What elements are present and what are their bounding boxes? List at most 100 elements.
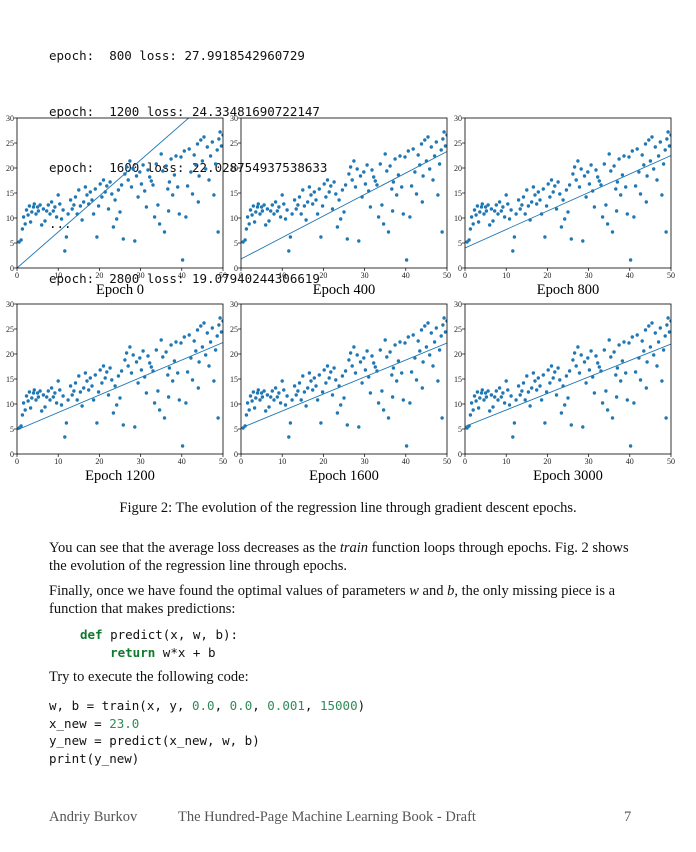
scatter-point (159, 338, 163, 342)
scatter-point (327, 190, 331, 194)
scatter-point (640, 153, 644, 157)
scatter-point (215, 148, 219, 152)
scatter-point (108, 180, 112, 184)
scatter-point (146, 354, 150, 358)
scatter-point (288, 421, 293, 425)
scatter-point (345, 237, 349, 241)
scatter-point (644, 200, 648, 204)
scatter-point (362, 170, 366, 174)
scatter-point (642, 349, 646, 353)
scatter-point (612, 350, 616, 354)
scatter-point (197, 174, 201, 178)
scatter-point (363, 182, 368, 186)
scatter-point (625, 212, 629, 216)
scatter-point (205, 331, 209, 335)
scatter-point (250, 399, 254, 403)
scatter-point (363, 368, 368, 372)
scatter-point (554, 207, 559, 211)
scatter-point (368, 391, 373, 395)
scatter-point (667, 330, 671, 334)
scatter-point (484, 395, 489, 399)
scatter-point (664, 416, 668, 420)
scatter-point (380, 203, 384, 207)
scatter-point (210, 326, 214, 330)
scatter-point (264, 409, 268, 413)
scatter-point (343, 369, 348, 373)
scatter-point (514, 212, 518, 216)
scatter-point (365, 163, 369, 167)
scatter-point (43, 219, 47, 223)
scatter-point (275, 395, 279, 399)
panel-caption: Epoch 1200 (85, 468, 155, 484)
scatter-point (471, 408, 475, 412)
scatter-point (334, 378, 338, 382)
scatter-point (482, 398, 486, 402)
scatter-point (219, 144, 223, 148)
scatter-point (663, 334, 667, 338)
number: 0.001 (267, 698, 305, 713)
scatter-point (434, 326, 438, 330)
scatter-point (95, 235, 99, 239)
scatter-point (553, 184, 557, 188)
scatter-point (516, 198, 521, 202)
scatter-point (34, 212, 38, 216)
plot-panel-1: 0 10 20 30 40 50 0 5 10 15 20 25 30 Epoch 400 (230, 114, 451, 298)
scatter-point (174, 154, 178, 158)
scatter-point (628, 444, 633, 448)
y-tick-label: 10 (230, 400, 238, 409)
scatter-point (655, 178, 659, 182)
scatter-point (357, 239, 361, 243)
scatter-point (563, 217, 567, 221)
scatter-point (523, 398, 527, 402)
scatter-point (48, 212, 52, 216)
scatter-point (180, 444, 185, 448)
scatter-point (26, 213, 30, 217)
x-tick-label: 0 (239, 457, 243, 466)
scatter-point (480, 388, 484, 392)
scatter-point (31, 205, 36, 209)
x-tick-label: 20 (319, 457, 327, 466)
scatter-point (273, 386, 278, 390)
y-tick-label: 15 (454, 189, 462, 198)
scatter-point (506, 202, 510, 206)
scatter-point (393, 343, 397, 347)
scatter-point (396, 359, 401, 363)
scatter-point (179, 341, 183, 345)
y-tick-label: 15 (454, 375, 462, 384)
scatter-point (409, 370, 414, 374)
scatter-point (521, 381, 526, 385)
scatter-point (350, 364, 354, 368)
scatter-point (278, 215, 283, 219)
scatter-point (151, 183, 155, 187)
scatter-point (324, 195, 328, 199)
scatter-point (563, 403, 567, 407)
scatter-point (559, 411, 564, 415)
y-tick-label: 20 (230, 350, 238, 359)
scatter-point (605, 408, 610, 412)
scatter-point (19, 424, 23, 428)
scatter-point (656, 154, 661, 158)
scatter-point (299, 212, 303, 216)
y-tick-label: 0 (10, 450, 14, 459)
scatter-point (530, 200, 534, 204)
scatter-point (647, 324, 651, 328)
scatter-point (489, 207, 494, 211)
scatter-point (596, 175, 600, 179)
scatter-point (660, 379, 664, 383)
scatter-point (544, 390, 549, 394)
scatter-point (330, 207, 335, 211)
scatter-point (96, 204, 101, 208)
scatter-point (275, 209, 279, 213)
scatter-point (390, 373, 394, 377)
scatter-point (152, 401, 157, 405)
y-tick-label: 25 (6, 139, 14, 148)
scatter-point (528, 404, 532, 408)
scatter-point (106, 393, 111, 397)
scatter-point (579, 167, 583, 171)
scatter-point (614, 395, 619, 399)
scatter-point (645, 174, 649, 178)
scatter-point (54, 215, 59, 219)
scatter-point (126, 364, 130, 368)
scatter-point (353, 371, 358, 375)
scatter-point (475, 390, 480, 394)
